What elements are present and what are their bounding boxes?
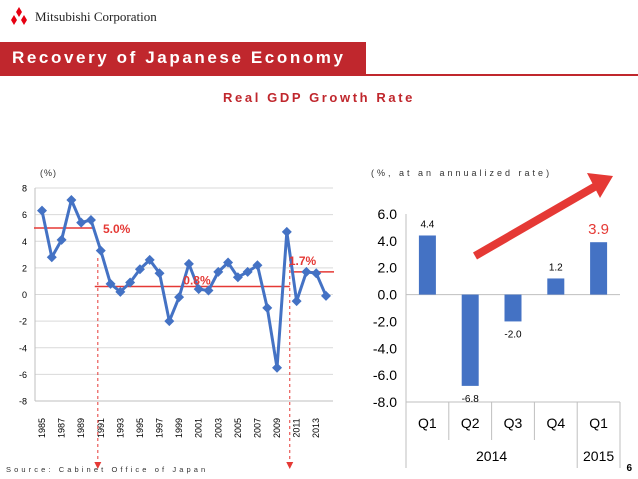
average-label: 0.8% bbox=[183, 274, 211, 288]
left-y-tick-label: -4 bbox=[19, 343, 27, 353]
gdp-bar bbox=[418, 235, 436, 295]
right-y-tick-label: -4.0 bbox=[373, 340, 397, 356]
data-point-marker bbox=[291, 296, 302, 307]
bar-value-label: 1.2 bbox=[549, 262, 563, 273]
right-y-tick-label: -2.0 bbox=[373, 313, 397, 329]
right-unit-label: (%, at an annualized rate) bbox=[371, 168, 552, 178]
data-point-marker bbox=[281, 226, 292, 237]
left-y-tick-label: -8 bbox=[19, 397, 27, 407]
left-x-tick-label: 1987 bbox=[57, 418, 67, 438]
data-point-marker bbox=[134, 264, 145, 275]
right-y-tick-label: 2.0 bbox=[378, 260, 398, 276]
right-y-tick-label: 4.0 bbox=[378, 233, 398, 249]
right-y-tick-label: -8.0 bbox=[373, 394, 397, 410]
left-x-tick-label: 2007 bbox=[252, 418, 262, 438]
data-point-marker bbox=[37, 205, 47, 216]
gdp-bar bbox=[547, 278, 565, 295]
divider-arrowhead bbox=[94, 462, 102, 469]
data-point-marker bbox=[193, 284, 204, 295]
left-x-tick-label: 2009 bbox=[272, 418, 282, 438]
left-x-tick-label: 2003 bbox=[213, 418, 223, 438]
left-x-tick-label: 2005 bbox=[233, 418, 243, 438]
three-diamonds-icon bbox=[11, 7, 27, 25]
left-x-tick-label: 1995 bbox=[135, 418, 145, 438]
data-point-marker bbox=[203, 285, 214, 296]
left-y-tick-label: -2 bbox=[19, 317, 27, 327]
slide-title: Recovery of Japanese Economy bbox=[12, 48, 346, 67]
bar-value-label: -2.0 bbox=[504, 329, 522, 340]
company-logo: Mitsubishi Corporation bbox=[8, 7, 157, 27]
left-y-tick-label: 2 bbox=[22, 263, 27, 273]
data-point-marker bbox=[232, 272, 243, 283]
data-point-marker bbox=[301, 266, 312, 277]
data-point-marker bbox=[321, 290, 331, 301]
gdp-bar bbox=[590, 242, 608, 295]
left-y-tick-label: -6 bbox=[19, 370, 27, 380]
left-x-tick-label: 1999 bbox=[174, 418, 184, 438]
data-point-marker bbox=[115, 286, 126, 297]
trend-arrow-shaft bbox=[472, 182, 599, 260]
data-point-marker bbox=[95, 245, 106, 256]
gdp-bar bbox=[461, 294, 479, 386]
average-label: 1.7% bbox=[289, 254, 317, 268]
left-y-tick-label: 0 bbox=[22, 290, 27, 300]
quarter-label: Q2 bbox=[461, 415, 480, 431]
left-x-tick-label: 1985 bbox=[37, 418, 47, 438]
trend-arrow-head bbox=[587, 173, 613, 198]
data-point-marker bbox=[223, 257, 234, 268]
data-point-marker bbox=[125, 277, 136, 288]
left-y-tick-label: 8 bbox=[22, 184, 27, 194]
data-point-marker bbox=[262, 302, 273, 313]
left-x-tick-label: 2001 bbox=[194, 418, 204, 438]
data-point-marker bbox=[85, 214, 96, 225]
bar-value-label: -6.8 bbox=[462, 394, 480, 405]
chart-subtitle: Real GDP Growth Rate bbox=[223, 90, 415, 105]
average-label: 5.0% bbox=[103, 222, 131, 236]
quarter-label: Q4 bbox=[546, 415, 565, 431]
left-x-tick-label: 1991 bbox=[96, 418, 106, 438]
year-group-label: 2014 bbox=[476, 448, 507, 464]
left-x-tick-label: 1993 bbox=[115, 418, 125, 438]
data-point-marker bbox=[174, 292, 185, 303]
left-unit-label: (%) bbox=[40, 168, 57, 178]
quarter-label: Q1 bbox=[418, 415, 437, 431]
data-point-marker bbox=[76, 217, 87, 228]
left-y-tick-label: 4 bbox=[22, 237, 27, 247]
year-group-label: 2015 bbox=[583, 448, 614, 464]
data-point-marker bbox=[154, 268, 165, 279]
source-note: Source: Cabinet Office of Japan bbox=[6, 465, 209, 474]
left-x-tick-label: 1989 bbox=[76, 418, 86, 438]
data-point-marker bbox=[105, 278, 116, 289]
data-point-marker bbox=[213, 266, 224, 277]
left-x-tick-label: 1997 bbox=[155, 418, 165, 438]
right-y-tick-label: 0.0 bbox=[378, 287, 398, 303]
data-point-marker bbox=[242, 266, 253, 277]
quarter-label: Q3 bbox=[504, 415, 523, 431]
gdp-bar bbox=[504, 294, 522, 322]
data-point-marker bbox=[56, 234, 67, 245]
page-number: 6 bbox=[626, 463, 632, 474]
bar-value-label: 4.4 bbox=[420, 219, 434, 230]
right-y-tick-label: 6.0 bbox=[378, 206, 398, 222]
left-x-tick-label: 2013 bbox=[311, 418, 321, 438]
company-name: Mitsubishi Corporation bbox=[35, 9, 157, 24]
data-point-marker bbox=[46, 252, 57, 263]
left-y-tick-label: 6 bbox=[22, 210, 27, 220]
left-x-tick-label: 2011 bbox=[292, 418, 302, 437]
right-y-tick-label: -6.0 bbox=[373, 367, 397, 383]
title-divider bbox=[366, 74, 638, 76]
data-point-marker bbox=[252, 260, 263, 271]
divider-arrowhead bbox=[286, 462, 294, 469]
data-point-marker bbox=[183, 258, 194, 269]
data-point-marker bbox=[144, 254, 155, 265]
bar-value-label: 3.9 bbox=[588, 221, 609, 238]
title-bar: Recovery of Japanese Economy bbox=[0, 42, 366, 76]
data-point-marker bbox=[66, 194, 77, 205]
data-point-marker bbox=[311, 268, 322, 279]
data-point-marker bbox=[272, 362, 283, 373]
quarter-label: Q1 bbox=[589, 415, 608, 431]
data-point-marker bbox=[164, 316, 175, 327]
